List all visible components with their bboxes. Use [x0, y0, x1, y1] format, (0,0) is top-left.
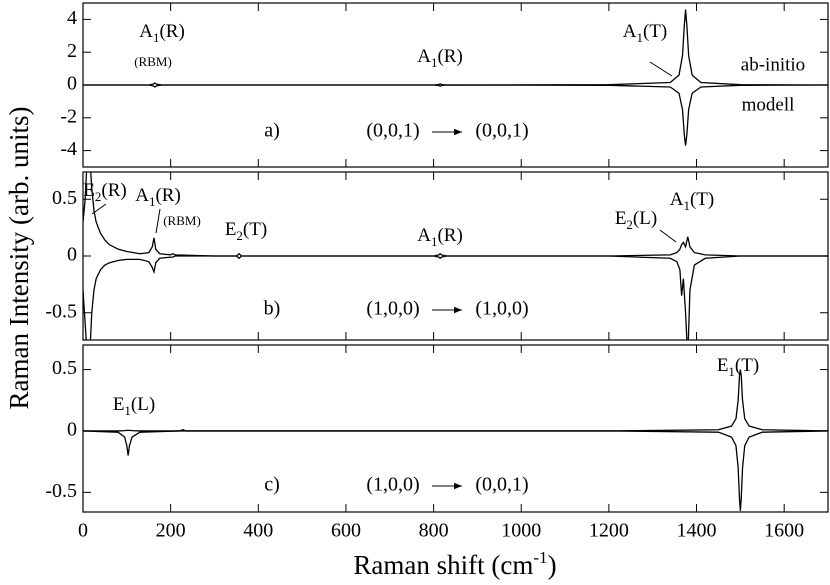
peak-label: A1(R): [417, 46, 463, 70]
leader-line: [659, 229, 677, 243]
ann-sub: 1: [153, 30, 160, 45]
y-tick-label: -4: [60, 138, 77, 160]
plot-area: [83, 9, 828, 146]
ann-after: (T): [643, 21, 667, 42]
ann-after: (R): [159, 21, 184, 42]
panel-label: b): [264, 298, 281, 320]
y-tick-label: 0: [67, 73, 77, 95]
peak-label: E1(L): [113, 394, 155, 418]
ann-after: (T): [690, 189, 714, 210]
x-tick-label: 1200: [589, 520, 629, 542]
y-axis-label: Raman Intensity (arb. units): [4, 107, 34, 410]
ann-after: (R): [155, 185, 180, 206]
peak-label: A1(R): [417, 225, 463, 249]
panel-c-annotations: E1(L) E1(T) c) (1,0,0) (0,0,1): [113, 355, 759, 495]
peak-label: E2(T): [225, 219, 267, 243]
plot-area: [83, 172, 828, 340]
transition-to: (0,0,1): [475, 474, 528, 496]
x-label-sup: -1: [533, 548, 547, 567]
ann-sub: 2: [95, 189, 102, 204]
ann-base: A: [139, 21, 153, 42]
ann-base: A: [623, 21, 637, 42]
transition-from: (0,0,1): [366, 120, 419, 142]
spectrum-line: [83, 255, 828, 340]
ann-sub: 1: [728, 364, 735, 379]
ann-base: E: [225, 219, 237, 240]
ann-after: (L): [633, 208, 657, 229]
ann-base: A: [417, 225, 431, 246]
x-label-after: ): [548, 550, 557, 580]
spectrum-line: [83, 430, 828, 511]
ann-sub: 1: [431, 55, 438, 70]
ann-after: (R): [437, 225, 462, 246]
ann-after: (R): [101, 180, 126, 201]
peak-label: A1(T): [623, 21, 668, 45]
leader-line: [649, 61, 673, 77]
peak-label: E2(R): [83, 180, 126, 204]
ann-sub: 1: [636, 30, 643, 45]
ann-base: E: [615, 208, 627, 229]
x-tick-label: 1400: [677, 520, 717, 542]
ann-base: E: [83, 180, 95, 201]
ann-sub: 1: [683, 198, 690, 213]
transition-from: (1,0,0): [366, 474, 419, 496]
peak-note: (RBM): [134, 54, 172, 69]
peak-label: A1(R): [139, 21, 185, 45]
ann-base: A: [670, 189, 684, 210]
panel-frame: [82, 344, 829, 513]
ann-sub: 2: [236, 228, 243, 243]
x-tick-label: 800: [419, 520, 449, 542]
x-label-text: Raman shift (cm: [353, 550, 533, 580]
transition-from: (1,0,0): [366, 298, 419, 320]
y-tick-label: 2: [67, 40, 77, 62]
peak-label: E1(T): [717, 355, 759, 379]
plot-area: [83, 369, 828, 511]
transition-to: (1,0,0): [475, 298, 528, 320]
panel-b-annotations: E2(R) A1(R) (RBM) E2(T) A1(R) E2(L) A1(T…: [83, 180, 714, 319]
panel-label: c): [264, 474, 280, 496]
x-tick-label: 1000: [501, 520, 541, 542]
ann-after: (R): [437, 46, 462, 67]
x-tick-label: 0: [78, 520, 88, 542]
peak-label: A1(R): [135, 185, 181, 209]
y-tick-label: 0.5: [52, 357, 77, 379]
panel-frame: [82, 2, 829, 168]
legend-entry: ab-initio: [741, 54, 805, 75]
panel-label: a): [264, 120, 280, 142]
ann-base: A: [135, 185, 149, 206]
x-axis-label: Raman shift (cm-1): [353, 548, 556, 580]
ann-sub: 1: [124, 403, 131, 418]
y-tick-label: 0: [67, 244, 77, 266]
legend-entry: modell: [742, 94, 795, 115]
ann-base: A: [417, 46, 431, 67]
spectrum-line: [83, 84, 828, 146]
y-tick-label: -0.5: [45, 480, 77, 502]
ann-sub: 2: [626, 217, 633, 232]
ann-base: E: [113, 394, 125, 415]
peak-note: (RBM): [163, 213, 201, 228]
panel-a-annotations: A1(R) (RBM) A1(R) A1(T) ab-initio modell…: [134, 21, 805, 141]
peak-label: E2(L): [615, 208, 657, 232]
ann-after: (T): [243, 219, 267, 240]
y-tick-label: 4: [67, 7, 77, 29]
ann-after: (L): [131, 394, 155, 415]
x-tick-label: 600: [331, 520, 361, 542]
leader-line: [155, 208, 161, 234]
ann-after: (T): [735, 355, 759, 376]
y-tick-label: -2: [60, 105, 77, 127]
y-tick-label: 0: [67, 419, 77, 441]
spectrum-line: [83, 369, 828, 432]
x-tick-label: 400: [243, 520, 273, 542]
transition-to: (0,0,1): [475, 120, 528, 142]
y-tick-label: -0.5: [45, 300, 77, 322]
panel-frame: [82, 171, 829, 341]
ann-sub: 1: [431, 234, 438, 249]
x-tick-label: 1600: [764, 520, 804, 542]
peak-label: A1(T): [670, 189, 715, 213]
ann-base: E: [717, 355, 729, 376]
y-tick-label: 0.5: [52, 187, 77, 209]
ann-sub: 1: [149, 194, 156, 209]
x-tick-label: 200: [156, 520, 186, 542]
